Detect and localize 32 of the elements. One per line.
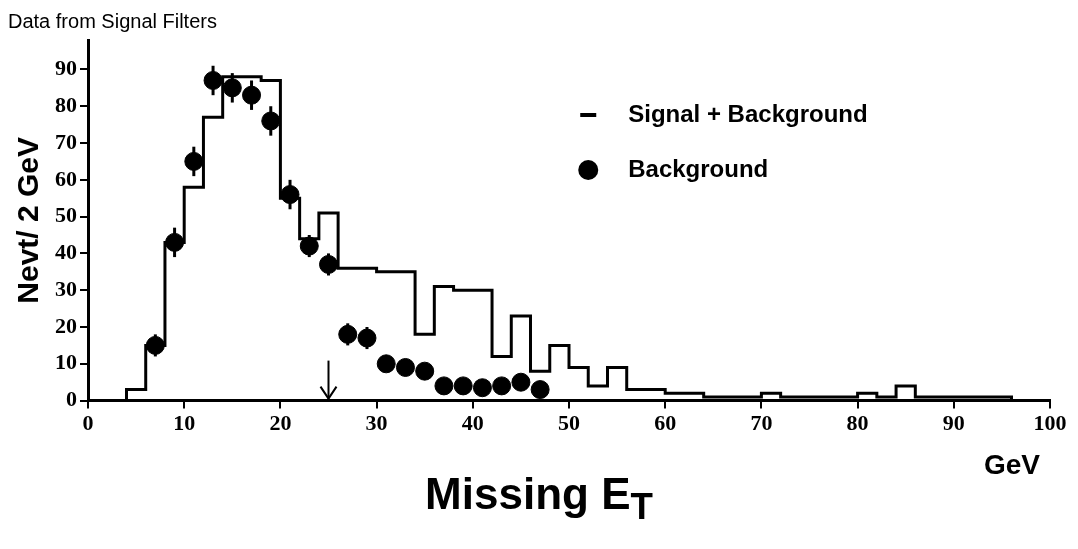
- y-tick-label: 20: [55, 312, 77, 338]
- point: [434, 376, 454, 396]
- x-tick-label: 0: [82, 410, 94, 436]
- x-tick-label: 20: [269, 410, 292, 436]
- y-tick-label: 60: [55, 165, 77, 191]
- legend-label: Signal + Background: [628, 99, 868, 127]
- y-tick-label: 0: [66, 386, 77, 412]
- x-axis-title: Missing E$_{T}$: [425, 469, 653, 527]
- legend-label: Background: [628, 154, 769, 182]
- y-tick-label: 50: [55, 202, 77, 228]
- x-tick-label: 10: [173, 410, 196, 436]
- y-tick-label: 80: [55, 91, 77, 117]
- chart-title: Data from Signal Filters: [8, 9, 217, 32]
- y-tick-label: 30: [55, 275, 77, 301]
- y-tick-label: 40: [55, 239, 77, 265]
- point: [530, 380, 550, 400]
- x-tick-label: 100: [1033, 410, 1067, 436]
- y-tick-label: 10: [55, 349, 77, 375]
- x-tick-label: 80: [846, 410, 869, 436]
- y-axis-title: Nevt/ 2 GeV: [11, 136, 45, 304]
- point: [492, 376, 512, 396]
- x-tick-label: 30: [365, 410, 388, 436]
- x-tick-label: 50: [558, 410, 580, 436]
- x-tick-label: 60: [654, 410, 677, 436]
- y-tick-label: 90: [55, 55, 77, 81]
- x-tick-label: 90: [942, 410, 965, 436]
- x-tick-label: 70: [750, 410, 773, 436]
- point: [472, 378, 492, 398]
- x-tick-label: 40: [461, 410, 484, 436]
- text: GeV: [983, 449, 1040, 481]
- point: [395, 357, 415, 377]
- y-tick-label: 70: [55, 128, 77, 154]
